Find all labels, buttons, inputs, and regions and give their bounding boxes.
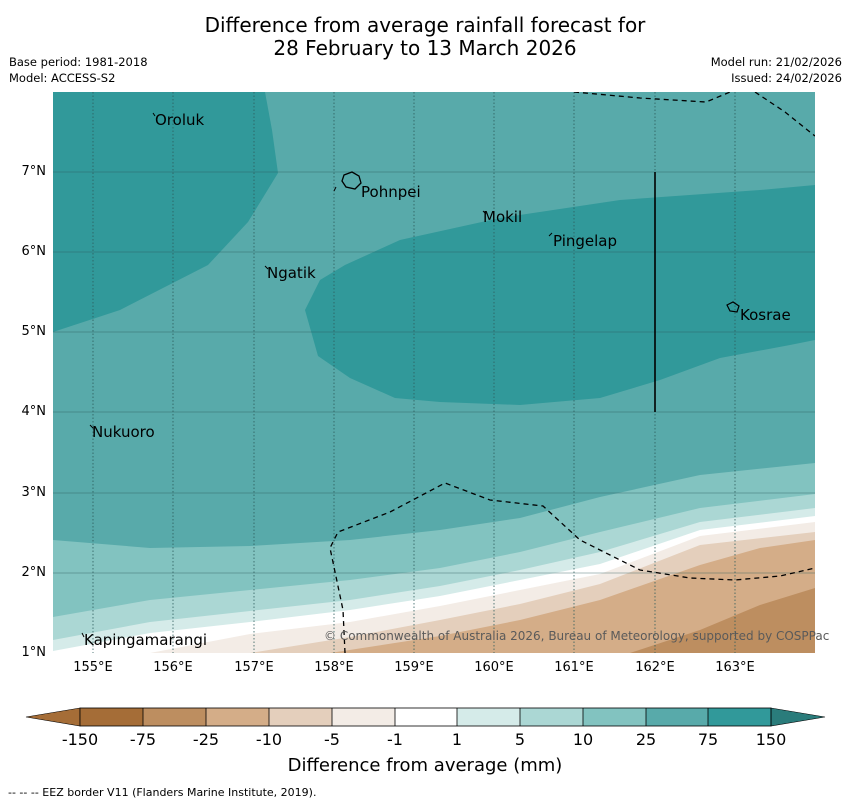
model-name: Model: ACCESS-S2 [9,71,116,85]
chart-title-line1: Difference from average rainfall forecas… [204,13,646,37]
colorbar-tick-label: -25 [192,730,220,749]
colorbar-swatch [457,708,520,726]
colorbar [25,707,826,727]
place-label-pohnpei: Pohnpei [361,183,421,201]
colorbar-tick-label: 150 [755,730,787,749]
colorbar-swatch [269,708,332,726]
nukuoro-atoll [89,424,94,429]
place-label-oroluk: Oroluk [155,111,205,129]
oroluk-atoll [152,112,156,117]
x-tick-label: 161°E [554,660,594,675]
colorbar-tick-label: 1 [451,730,463,749]
latitude-gridlines [53,171,815,574]
colorbar-swatch [708,708,771,726]
x-tick-label: 160°E [474,660,514,675]
x-tick-label: 159°E [394,660,434,675]
x-tick-label: 158°E [314,660,354,675]
issued-date: Issued: 24/02/2026 [731,71,842,85]
place-label-ngatik: Ngatik [267,264,316,282]
mokil-atoll [482,210,487,215]
place-label-kosrae: Kosrae [740,306,791,324]
copyright-notice: © Commonwealth of Australia 2026, Bureau… [324,629,830,643]
y-tick-label: 7°N [21,164,47,179]
colorbar-tick-label: -1 [387,730,403,749]
colorbar-swatch [143,708,206,726]
x-tick-label: 155°E [73,660,113,675]
colorbar-tick-label: 25 [635,730,657,749]
y-tick-label: 3°N [21,485,47,500]
colorbar-swatch [80,708,143,726]
ngatik-atoll [264,265,269,270]
x-tick-label: 157°E [234,660,274,675]
y-tick-label: 6°N [21,244,47,259]
y-tick-label: 2°N [21,565,47,580]
place-label-nukuoro: Nukuoro [92,423,155,441]
colorbar-tick-label: 5 [514,730,526,749]
model-run: Model run: 21/02/2026 [710,55,842,69]
colorbar-swatch [520,708,583,726]
band-neg75-neg25 [630,588,815,653]
band-75-150-central [305,185,815,405]
eez-borders [329,92,815,653]
colorbar-extend-low [25,707,81,727]
colorbar-tick-label: -75 [129,730,157,749]
pohnpei-island [341,171,362,190]
pingelap-atoll [548,232,553,237]
x-tick-label: 162°E [635,660,675,675]
place-label-mokil: Mokil [483,208,523,226]
band-75-150-northwest [53,92,278,332]
x-tick-label: 163°E [715,660,755,675]
colorbar-swatch [206,708,269,726]
y-tick-label: 4°N [21,404,47,419]
colorbar-swatch [395,708,457,726]
place-label-pingelap: Pingelap [553,232,618,250]
colorbar-swatch [646,708,708,726]
kosrae-island [726,301,740,313]
colorbar-tick-label: -10 [255,730,283,749]
base-period: Base period: 1981-2018 [9,55,148,69]
colorbar-tick-label: -5 [324,730,340,749]
colorbar-extend-high [770,707,826,727]
band-neg25-neg10 [330,540,815,653]
colorbar-tick-label: -150 [61,730,99,749]
colorbar-tick-label: 10 [572,730,594,749]
y-tick-label: 1°N [21,645,47,660]
place-label-kapingamarangi: Kapingamarangi [84,631,208,649]
eez-footnote: -- -- -- EEZ border V11 (Flanders Marine… [8,786,317,799]
colorbar-swatch [332,708,395,726]
chart-title-line2: 28 February to 13 March 2026 [273,36,577,60]
colorbar-swatch [583,708,646,726]
rainfall-map [53,92,815,653]
ant-atoll [333,186,337,192]
y-tick-label: 5°N [21,324,47,339]
colorbar-tick-label: 75 [697,730,719,749]
colorbar-title: Difference from average (mm) [287,755,563,776]
x-tick-label: 156°E [153,660,193,675]
kapingamarangi-atoll [81,632,85,638]
